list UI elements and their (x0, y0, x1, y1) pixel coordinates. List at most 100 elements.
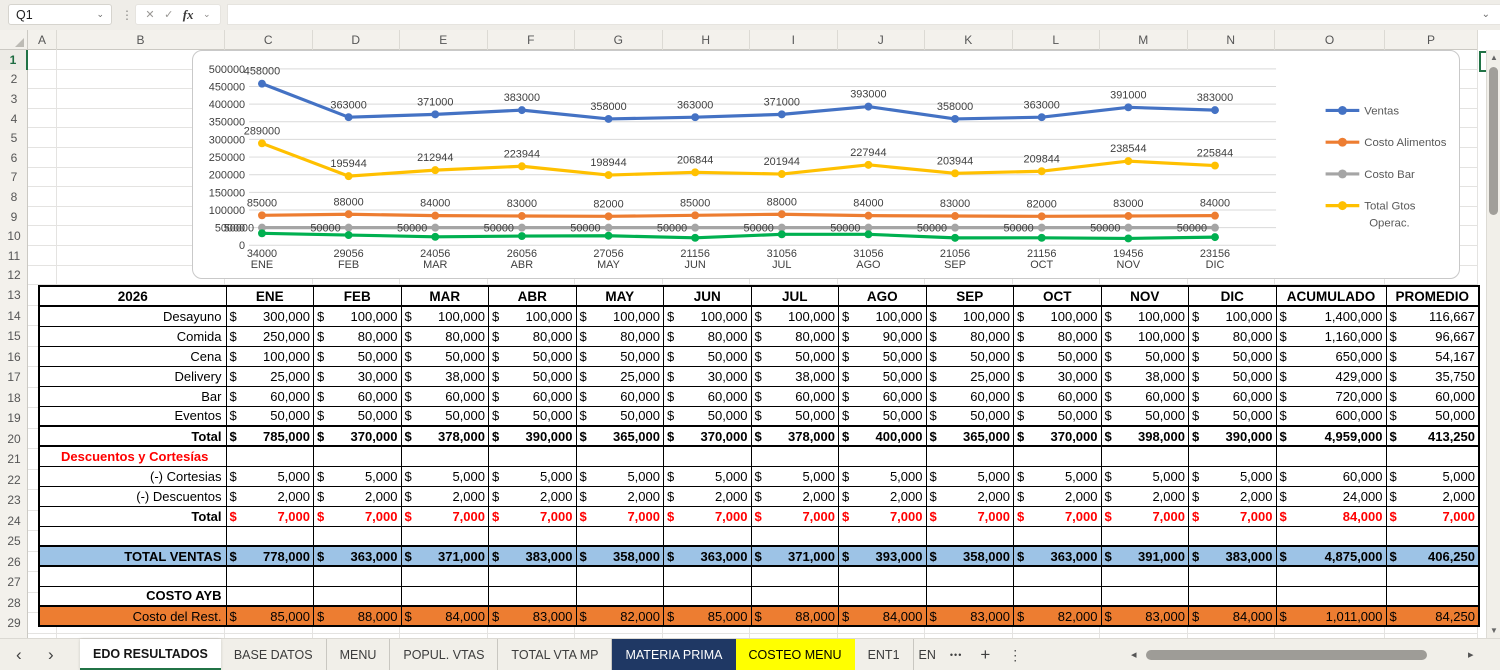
cell[interactable] (750, 445, 839, 467)
cell[interactable]: $50,000 (925, 405, 1014, 427)
column-header-c[interactable]: C (225, 30, 313, 50)
row-label-comida[interactable]: Comida (38, 325, 227, 347)
column-header-oct[interactable]: OCT (1013, 285, 1102, 307)
cell[interactable]: $80,000 (750, 325, 839, 347)
cell[interactable]: $398,000 (1100, 425, 1189, 447)
cell[interactable]: $100,000 (838, 305, 927, 327)
name-box[interactable]: Q1 ⌄ (8, 4, 112, 25)
cell[interactable]: $60,000 (1100, 385, 1189, 407)
row-header-7[interactable]: 7 (10, 170, 18, 185)
row-header-15[interactable]: 15 (7, 329, 21, 344)
cell[interactable] (400, 565, 489, 587)
column-header-b[interactable]: B (57, 30, 225, 50)
row-header-11[interactable]: 11 (7, 248, 21, 263)
cell[interactable]: $100,000 (225, 345, 314, 367)
cell[interactable]: $7,000 (575, 505, 664, 527)
cell[interactable]: $50,000 (1013, 405, 1102, 427)
cell[interactable]: $100,000 (925, 305, 1014, 327)
cell[interactable] (1100, 585, 1189, 607)
cell[interactable] (575, 525, 664, 547)
cell[interactable]: $358,000 (575, 545, 664, 567)
horizontal-scrollbar-thumb[interactable] (1146, 650, 1427, 660)
cell[interactable]: $85,000 (663, 605, 752, 627)
cell[interactable]: $5,000 (1100, 465, 1189, 487)
cell[interactable]: $50,000 (838, 365, 927, 387)
cell[interactable]: $50,000 (1188, 345, 1277, 367)
enter-icon[interactable]: ✓ (164, 9, 174, 21)
cell[interactable]: $83,000 (488, 605, 577, 627)
cell[interactable] (1275, 565, 1387, 587)
cell[interactable]: $84,000 (1275, 505, 1387, 527)
sheet-tab-popul-vtas[interactable]: POPUL. VTAS (390, 639, 499, 670)
cell[interactable]: $413,250 (1385, 425, 1480, 447)
column-header-o[interactable]: O (1275, 30, 1385, 50)
sheet-tab-en[interactable]: EN (914, 639, 941, 670)
row-header-29[interactable]: 29 (7, 616, 21, 631)
cell[interactable]: $4,959,000 (1275, 425, 1387, 447)
cell[interactable] (925, 565, 1014, 587)
row-label-costo-ayb[interactable]: COSTO AYB (38, 585, 227, 607)
cell[interactable]: $38,000 (750, 365, 839, 387)
sheet-tab-materia-prima[interactable]: MATERIA PRIMA (612, 639, 736, 670)
cell[interactable] (400, 445, 489, 467)
cell[interactable]: $60,000 (313, 385, 402, 407)
cell[interactable]: $2,000 (750, 485, 839, 507)
cell[interactable]: $7,000 (313, 505, 402, 527)
cell[interactable] (663, 445, 752, 467)
cell[interactable]: $5,000 (838, 465, 927, 487)
column-header-e[interactable]: E (400, 30, 488, 50)
row-header-23[interactable]: 23 (7, 493, 21, 508)
vertical-scrollbar-thumb[interactable] (1489, 67, 1498, 215)
chart[interactable]: 0 50000 100000 150000 200000 250000 300000 3500… (192, 50, 1460, 279)
cell[interactable]: $5,000 (1188, 465, 1277, 487)
cell[interactable]: $5,000 (925, 465, 1014, 487)
sheet-tab-menu[interactable]: MENU (327, 639, 391, 670)
column-header-n[interactable]: N (1188, 30, 1275, 50)
column-header-promedio[interactable]: PROMEDIO (1385, 285, 1480, 307)
cell[interactable]: $54,167 (1385, 345, 1480, 367)
cell[interactable]: $30,000 (313, 365, 402, 387)
row-label-costo-del-rest[interactable]: Costo del Rest. (38, 605, 227, 627)
cell[interactable]: $100,000 (1100, 305, 1189, 327)
cell[interactable]: $50,000 (313, 405, 402, 427)
cell[interactable]: $7,000 (400, 505, 489, 527)
chevron-down-icon[interactable]: ⌄ (202, 9, 211, 19)
cell[interactable]: $85,000 (225, 605, 314, 627)
cell[interactable]: $80,000 (1013, 325, 1102, 347)
cell[interactable]: $24,000 (1275, 485, 1387, 507)
sheet-tab-base-datos[interactable]: BASE DATOS (221, 639, 327, 670)
column-header-p[interactable]: P (1385, 30, 1478, 50)
cell[interactable]: $2,000 (575, 485, 664, 507)
cell[interactable] (1100, 565, 1189, 587)
cell[interactable]: $5,000 (313, 465, 402, 487)
cell[interactable]: $2,000 (313, 485, 402, 507)
cell[interactable]: $50,000 (1100, 345, 1189, 367)
cell[interactable]: $7,000 (1188, 505, 1277, 527)
cell[interactable]: $391,000 (1100, 545, 1189, 567)
cell[interactable]: $358,000 (925, 545, 1014, 567)
row-header-10[interactable]: 10 (7, 229, 21, 244)
row-label-blank[interactable] (38, 565, 227, 587)
sheet-tab-total-vta-mp[interactable]: TOTAL VTA MP (498, 639, 613, 670)
row-header-9[interactable]: 9 (10, 209, 18, 224)
cell[interactable]: $100,000 (575, 305, 664, 327)
cell[interactable] (838, 585, 927, 607)
cell[interactable] (1385, 565, 1480, 587)
cell[interactable]: $80,000 (575, 325, 664, 347)
cell[interactable] (838, 445, 927, 467)
cell[interactable]: $60,000 (488, 385, 577, 407)
chevron-down-icon[interactable]: ⌄ (96, 9, 104, 19)
cell[interactable]: $38,000 (400, 365, 489, 387)
cell[interactable] (313, 585, 402, 607)
cell[interactable]: $50,000 (575, 345, 664, 367)
cell[interactable]: $7,000 (1100, 505, 1189, 527)
cell[interactable]: $83,000 (925, 605, 1014, 627)
cell[interactable] (663, 585, 752, 607)
row-header-16[interactable]: 16 (7, 349, 21, 364)
cell[interactable]: $50,000 (225, 405, 314, 427)
cell[interactable]: $60,000 (838, 385, 927, 407)
vscroll-down-icon[interactable]: ▼ (1490, 626, 1498, 635)
cell[interactable]: $370,000 (313, 425, 402, 447)
cell[interactable]: $365,000 (925, 425, 1014, 447)
cell[interactable]: $25,000 (225, 365, 314, 387)
